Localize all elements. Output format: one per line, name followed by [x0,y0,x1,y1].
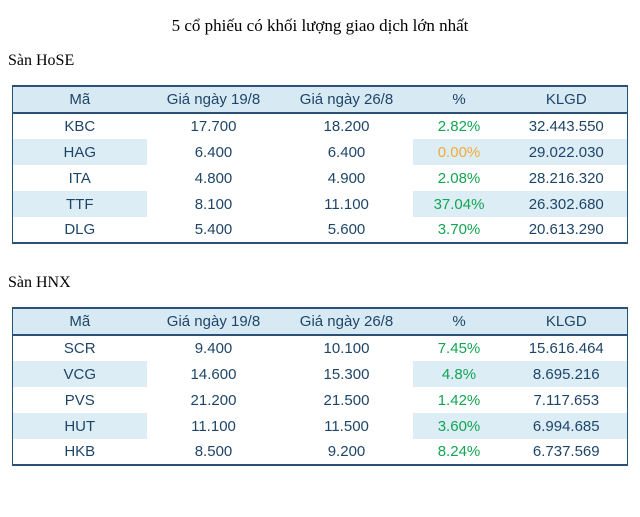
table-row: DLG 5.400 5.600 3.70% 20.613.290 [13,217,628,243]
table-row: KBC 17.700 18.200 2.82% 32.443.550 [13,113,628,139]
table-row: HAG 6.400 6.400 0.00% 29.022.030 [12,139,628,165]
price-19-8: 6.400 [194,143,233,161]
col-header-price-26-8: Giá ngày 26/8 [280,86,413,114]
price-26-8: 6.400 [327,143,366,161]
table-row: VCG 14.600 15.300 4.8% 8.695.216 [12,361,628,387]
percent-change: 1.42% [437,391,481,409]
volume-klgd: 7.117.653 [533,391,600,409]
price-19-8: 5.400 [194,221,233,238]
col-header-price-26-8: Giá ngày 26/8 [280,308,413,336]
percent-change: 4.8% [412,361,506,387]
col-header-klgd: KLGD [505,308,628,336]
page-title: 5 cổ phiếu có khối lượng giao dịch lớn n… [171,16,469,35]
stock-code: ITA [68,169,91,187]
price-26-8: 10.100 [323,340,370,357]
hose-table: Mã Giá ngày 19/8 Giá ngày 26/8 % KLGD KB… [12,85,628,244]
col-header-price-19-8: Giá ngày 19/8 [146,86,281,114]
price-19-8: 17.700 [190,118,237,135]
percent-change: 3.70% [437,221,481,238]
table-row: SCR 9.400 10.100 7.45% 15.616.464 [13,335,628,361]
price-19-8: 4.800 [194,169,233,187]
stock-code: HAG [12,139,147,165]
price-19-8: 21.200 [190,391,237,409]
stock-code: KBC [64,118,96,135]
percent-change: 2.08% [437,169,481,187]
stock-code: PVS [64,391,95,409]
volume-klgd: 8.695.216 [505,361,628,387]
hose-header-row: Mã Giá ngày 19/8 Giá ngày 26/8 % KLGD [12,86,628,114]
price-26-8: 18.200 [323,118,370,135]
price-19-8: 14.600 [190,365,237,383]
percent-change: 37.04% [412,191,506,217]
percent-change: 0.00% [412,139,506,165]
price-19-8: 8.100 [194,195,233,213]
price-19-8: 8.500 [194,443,233,460]
price-26-8: 21.500 [323,391,370,409]
hnx-header-row: Mã Giá ngày 19/8 Giá ngày 26/8 % KLGD [12,308,628,336]
price-26-8: 11.500 [324,417,369,435]
percent-change: 7.45% [437,340,481,357]
price-26-8: 4.900 [327,169,366,187]
col-header-price-19-8: Giá ngày 19/8 [146,308,281,336]
col-header-percent: % [412,308,506,336]
volume-klgd: 26.302.680 [505,191,628,217]
table-row: TTF 8.100 11.100 37.04% 26.302.680 [12,191,628,217]
volume-klgd: 6.994.685 [505,413,628,439]
table-row: ITA 4.800 4.900 2.08% 28.216.320 [13,165,628,191]
stock-code: TTF [12,191,147,217]
page: 5 cổ phiếu có khối lượng giao dịch lớn n… [0,16,640,466]
price-26-8: 5.600 [327,221,366,238]
volume-klgd: 32.443.550 [528,118,604,135]
section-label-hose: Sàn HoSE [8,52,75,69]
price-26-8: 15.300 [323,365,370,383]
volume-klgd: 20.613.290 [528,221,604,238]
table-row: PVS 21.200 21.500 1.42% 7.117.653 [13,387,628,413]
volume-klgd: 6.737.569 [532,443,600,460]
percent-change: 2.82% [437,118,481,135]
price-19-8: 9.400 [194,340,233,357]
table-row: HKB 8.500 9.200 8.24% 6.737.569 [13,439,628,465]
price-26-8: 9.200 [327,443,366,460]
stock-code: HKB [64,443,96,460]
price-26-8: 11.100 [324,195,369,213]
section-label-hnx: Sàn HNX [8,274,71,291]
col-header-code: Mã [12,86,147,114]
volume-klgd: 15.616.464 [528,340,604,357]
stock-code: HUT [12,413,147,439]
stock-code: DLG [64,221,96,238]
col-header-klgd: KLGD [505,86,628,114]
hnx-table: Mã Giá ngày 19/8 Giá ngày 26/8 % KLGD SC… [12,307,628,466]
col-header-percent: % [412,86,506,114]
col-header-code: Mã [12,308,147,336]
price-19-8: 11.100 [191,417,236,435]
percent-change: 8.24% [437,443,481,460]
volume-klgd: 28.216.320 [528,169,604,187]
stock-code: SCR [63,340,96,357]
table-row: HUT 11.100 11.500 3.60% 6.994.685 [12,413,628,439]
percent-change: 3.60% [412,413,506,439]
stock-code: VCG [12,361,147,387]
volume-klgd: 29.022.030 [505,139,628,165]
